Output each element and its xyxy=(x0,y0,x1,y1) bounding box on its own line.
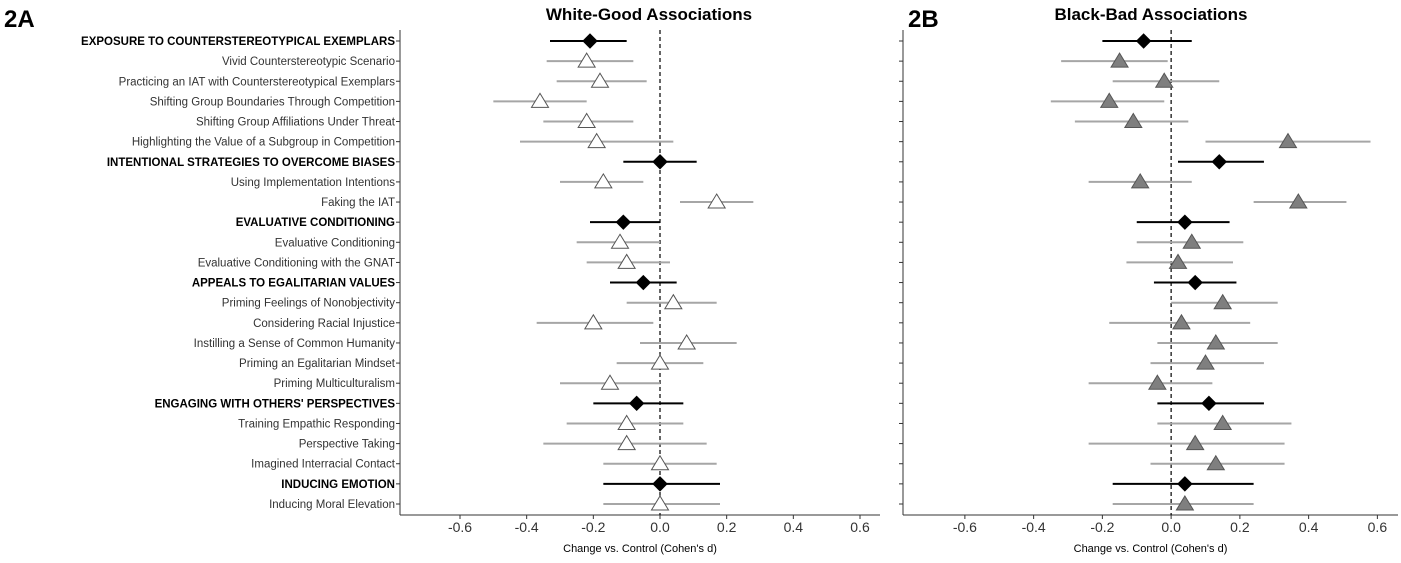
item-estimate-triangle xyxy=(1123,112,1143,129)
category-label: EVALUATIVE CONDITIONING xyxy=(236,217,395,229)
panel-label: 2B xyxy=(908,6,939,33)
item-estimate-triangle xyxy=(650,354,670,370)
item-estimate-triangle xyxy=(1196,354,1215,370)
item-estimate-triangle xyxy=(1213,293,1233,310)
item-estimate-triangle xyxy=(650,454,670,471)
x-tick-label: -0.4 xyxy=(515,519,539,535)
category-estimate-diamond xyxy=(628,395,645,412)
panel-title: Black-Bad Associations xyxy=(1054,5,1247,24)
category-estimate-diamond xyxy=(652,476,668,492)
row-label: Faking the IAT xyxy=(321,197,395,209)
panel-label: 2A xyxy=(4,6,35,33)
category-label: INTENTIONAL STRATEGIES TO OVERCOME BIASE… xyxy=(107,157,395,169)
category-estimate-diamond xyxy=(582,33,598,49)
item-estimate-triangle xyxy=(577,52,597,68)
x-tick-label: 0.0 xyxy=(1161,519,1181,535)
item-estimate-triangle xyxy=(1175,495,1195,511)
x-tick-label: 0.4 xyxy=(1299,519,1319,535)
item-estimate-triangle xyxy=(617,414,637,430)
x-tick-label: 0.6 xyxy=(1368,519,1388,535)
item-estimate-triangle xyxy=(617,253,637,269)
category-estimate-diamond xyxy=(1177,476,1193,492)
item-estimate-triangle xyxy=(590,72,610,88)
row-label: Training Empathic Responding xyxy=(238,418,395,430)
item-estimate-triangle xyxy=(1185,434,1205,451)
x-tick-label: -0.2 xyxy=(1090,519,1114,535)
x-tick-label: 0.0 xyxy=(650,519,670,535)
item-estimate-triangle xyxy=(1206,333,1226,350)
x-axis-label: Change vs. Control (Cohen's d) xyxy=(1074,543,1228,555)
row-label: Shifting Group Boundaries Through Compet… xyxy=(150,96,395,108)
item-estimate-triangle xyxy=(1154,72,1174,88)
item-estimate-triangle xyxy=(1172,313,1191,330)
category-estimate-diamond xyxy=(615,214,632,230)
x-tick-label: -0.6 xyxy=(953,519,977,535)
x-tick-label: -0.6 xyxy=(448,519,472,535)
row-label: Evaluative Conditioning xyxy=(275,237,395,249)
item-estimate-triangle xyxy=(530,92,550,108)
row-label: Vivid Counterstereotypic Scenario xyxy=(222,56,395,68)
item-estimate-triangle xyxy=(617,434,637,451)
item-estimate-triangle xyxy=(587,132,607,149)
item-estimate-triangle xyxy=(577,112,597,129)
item-estimate-triangle xyxy=(1213,414,1233,430)
row-label: Practicing an IAT with Counterstereotypi… xyxy=(119,76,396,88)
panel-title: White-Good Associations xyxy=(546,5,752,24)
item-estimate-triangle xyxy=(1147,374,1167,390)
row-label: Priming Multiculturalism xyxy=(274,378,395,390)
x-tick-label: -0.2 xyxy=(581,519,605,535)
item-estimate-triangle xyxy=(663,293,683,310)
x-tick-label: 0.2 xyxy=(717,519,737,535)
row-label: Perspective Taking xyxy=(299,439,395,451)
item-estimate-triangle xyxy=(650,495,670,511)
item-estimate-triangle xyxy=(1288,193,1308,209)
row-label: Highlighting the Value of a Subgroup in … xyxy=(132,137,395,149)
item-estimate-triangle xyxy=(600,374,620,390)
row-label: Imagined Interracial Contact xyxy=(251,459,396,471)
category-label: EXPOSURE TO COUNTERSTEREOTYPICAL EXEMPLA… xyxy=(81,36,395,48)
row-label: Inducing Moral Elevation xyxy=(269,499,395,511)
x-tick-label: 0.4 xyxy=(784,519,804,535)
item-estimate-triangle xyxy=(1206,454,1226,471)
item-estimate-triangle xyxy=(707,193,727,209)
category-estimate-diamond xyxy=(1177,214,1193,230)
row-label: Evaluative Conditioning with the GNAT xyxy=(198,257,395,269)
row-label: Instilling a Sense of Common Humanity xyxy=(194,338,396,350)
row-label: Priming Feelings of Nonobjectivity xyxy=(222,298,395,310)
category-estimate-diamond xyxy=(1135,33,1152,49)
x-tick-label: 0.2 xyxy=(1230,519,1250,535)
row-label: Using Implementation Intentions xyxy=(231,177,396,189)
item-estimate-triangle xyxy=(583,313,603,330)
category-estimate-diamond xyxy=(652,154,668,170)
category-estimate-diamond xyxy=(1187,274,1203,291)
item-estimate-triangle xyxy=(1130,172,1150,189)
row-label: Considering Racial Injustice xyxy=(253,318,395,330)
item-estimate-triangle xyxy=(610,233,630,249)
x-tick-label: -0.4 xyxy=(1022,519,1046,535)
category-estimate-diamond xyxy=(635,274,652,291)
item-estimate-triangle xyxy=(1182,233,1202,249)
category-estimate-diamond xyxy=(1201,395,1217,412)
category-label: INDUCING EMOTION xyxy=(281,479,395,491)
row-label: Shifting Group Affiliations Under Threat xyxy=(196,117,396,129)
item-estimate-triangle xyxy=(593,172,613,189)
item-estimate-triangle xyxy=(1110,52,1129,68)
category-estimate-diamond xyxy=(1211,154,1227,170)
x-tick-label: 0.6 xyxy=(850,519,870,535)
item-estimate-triangle xyxy=(677,333,697,350)
item-estimate-triangle xyxy=(1168,253,1188,269)
item-estimate-triangle xyxy=(1099,92,1119,108)
category-label: ENGAGING WITH OTHERS' PERSPECTIVES xyxy=(155,398,396,410)
item-estimate-triangle xyxy=(1278,132,1298,149)
row-label: Priming an Egalitarian Mindset xyxy=(239,358,396,370)
x-axis-label: Change vs. Control (Cohen's d) xyxy=(563,543,717,555)
category-label: APPEALS TO EGALITARIAN VALUES xyxy=(192,278,396,290)
